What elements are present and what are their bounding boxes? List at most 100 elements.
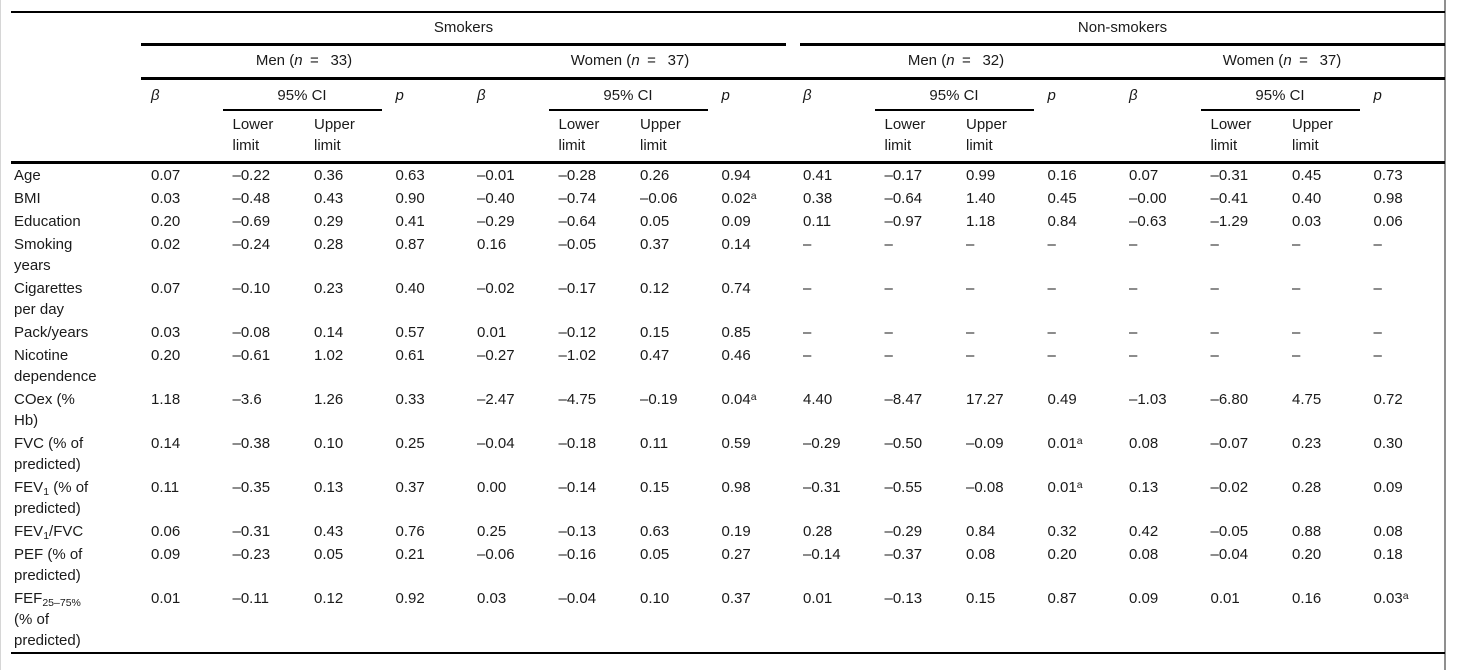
subgroup-header-row: Men (n = 33) Women (n = 37) Men (n = 32)…	[11, 46, 1445, 80]
cell: 0.26	[640, 167, 670, 184]
cell: –0.08	[232, 324, 271, 341]
lower-limit-header: Lower limit	[1210, 116, 1252, 154]
spacer-cell	[467, 111, 549, 163]
cell: 0.08	[966, 546, 996, 563]
beta-header: β	[151, 87, 160, 104]
cell: 0.05	[640, 546, 670, 563]
cell: –2.47	[477, 391, 515, 408]
cell: 0.98	[1373, 190, 1403, 207]
cell: –0.31	[1210, 167, 1249, 184]
p-header: p	[1047, 87, 1056, 104]
ci-header: 95% CI	[548, 79, 712, 111]
spacer-cell	[1119, 111, 1201, 163]
cell: 0.59	[721, 435, 751, 452]
table-row: COex (% Hb) 1.18 –3.6 1.26 0.33 –2.47 –4.75 –0.…	[11, 388, 1445, 432]
cell: 0.63	[395, 167, 425, 184]
cell: 0.15	[640, 479, 670, 496]
cell: 0.20	[151, 347, 181, 364]
row-label: Nicotine dependence	[14, 347, 97, 385]
cell: 0.23	[1292, 435, 1322, 452]
cell: 0.23	[314, 280, 344, 297]
cell: 0.76	[395, 523, 425, 540]
spacer-cell	[386, 111, 468, 163]
cell: –	[1373, 324, 1382, 341]
cell: 0.01	[1210, 590, 1240, 607]
cell: –6.80	[1210, 391, 1249, 408]
cell: –0.05	[1210, 523, 1249, 540]
cell: –0.16	[558, 546, 597, 563]
cell: –	[1292, 236, 1301, 253]
cell: –	[884, 236, 893, 253]
cell: 0.02	[151, 236, 181, 253]
cell: 0.28	[1292, 479, 1322, 496]
cell: 0.36	[314, 167, 344, 184]
cell: 0.05	[640, 213, 670, 230]
cell: –0.06	[640, 190, 678, 207]
cell: 0.27	[721, 546, 751, 563]
cell: –0.13	[884, 590, 923, 607]
cell: 0.90	[395, 190, 425, 207]
row-label: Age	[14, 167, 41, 184]
cell: 0.49	[1047, 391, 1077, 408]
cell: –0.17	[884, 167, 923, 184]
cell: –0.31	[803, 479, 841, 496]
cell: 0.09	[1373, 479, 1403, 496]
cell: 0.73	[1373, 167, 1403, 184]
cell: 0.84	[966, 523, 996, 540]
cell: –0.05	[558, 236, 597, 253]
cell: 0.06	[151, 523, 181, 540]
cell: –0.01	[477, 167, 515, 184]
cell: 0.38	[803, 190, 833, 207]
cell: 0.21	[395, 546, 425, 563]
ci-header: 95% CI	[1200, 79, 1364, 111]
spacer-cell	[11, 12, 141, 46]
cell: –4.75	[558, 391, 597, 408]
cell: –0.38	[232, 435, 271, 452]
cell: 0.08	[1129, 546, 1159, 563]
cell: –	[884, 347, 893, 364]
cell: –0.63	[1129, 213, 1167, 230]
spacer-cell	[11, 111, 141, 163]
table-row: PEF (% of predicted) 0.09 –0.23 0.05 0.21 –0.…	[11, 543, 1445, 587]
col-subgroup-nonsmokers-men: Men (n = 32)	[793, 46, 1119, 80]
cell: –	[966, 347, 975, 364]
cell: 0.03	[151, 190, 181, 207]
cell: 0.14	[151, 435, 181, 452]
cell: 0.07	[1129, 167, 1159, 184]
cell: 0.09	[1129, 590, 1159, 607]
cell: 0.94	[721, 167, 751, 184]
cell: –	[803, 280, 812, 297]
cell: –0.35	[232, 479, 271, 496]
cell: 0.63	[640, 523, 670, 540]
cell: –0.02	[477, 280, 515, 297]
cell: 0.14	[314, 324, 344, 341]
cell: 0.02a	[721, 190, 757, 207]
cell: 0.72	[1373, 391, 1403, 408]
cell: 0.30	[1373, 435, 1403, 452]
table-body: Age 0.07 –0.22 0.36 0.63 –0.01 –0.28 0.26 0.94 0.…	[11, 163, 1445, 654]
ci-header-label: 95% CI	[874, 80, 1034, 111]
cell: –	[1129, 236, 1138, 253]
cell: –0.00	[1129, 190, 1167, 207]
ci-header-label: 95% CI	[548, 80, 708, 111]
cell: –	[803, 236, 812, 253]
table-row: FEF25–75% (% of predicted) 0.01 –0.11 0.12 0…	[11, 587, 1445, 653]
table-row: Pack/years 0.03 –0.08 0.14 0.57 0.01 –0.12 0.15…	[11, 321, 1445, 344]
cell: 0.18	[1373, 546, 1403, 563]
cell: –	[966, 324, 975, 341]
cell: 0.16	[1292, 590, 1322, 607]
cell: 0.40	[395, 280, 425, 297]
cell: –1.29	[1210, 213, 1249, 230]
cell: –	[966, 236, 975, 253]
cell: –	[1129, 324, 1138, 341]
cell: 0.33	[395, 391, 425, 408]
upper-limit-header: Upper limit	[966, 116, 1007, 154]
beta-header: β	[477, 87, 486, 104]
stat-header-row: β 95% CI p β 95% CI p β 95% CI p β 95% C…	[11, 79, 1445, 111]
cell: 0.01a	[1047, 479, 1083, 496]
cell: –0.55	[884, 479, 923, 496]
cell: 0.41	[803, 167, 833, 184]
cell: –	[1210, 280, 1219, 297]
cell: –	[1292, 280, 1301, 297]
